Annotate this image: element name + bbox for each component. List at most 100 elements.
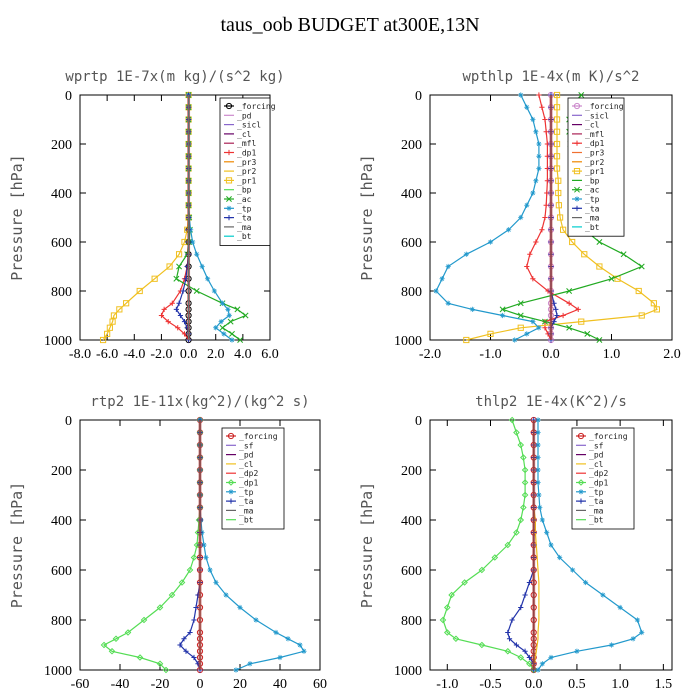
data-point [509,617,515,623]
legend-entry: _pr2 [237,167,256,176]
data-point [175,325,181,331]
y-tick-label: 0 [415,414,422,429]
legend-entry: _ma [239,506,254,515]
legend-marker [573,102,581,110]
data-point [99,336,107,344]
legend-entry: _dp1 [237,149,256,158]
data-point [227,318,234,325]
series-line [102,95,190,341]
data-point [469,306,475,312]
x-tick-label: -8.0 [69,347,91,362]
legend-marker [226,215,232,221]
series-dp1 [439,416,538,674]
data-point [169,300,175,306]
data-point [517,324,524,331]
data-point [553,91,561,99]
legend-entry: _tp [589,488,604,497]
data-point [234,306,241,313]
legend-entry: _forcing [585,102,624,111]
data-point [123,300,130,307]
data-point [190,554,198,561]
data-point [526,660,533,668]
panel-title: wprtp 1E-7x(m kg)/(s^2 kg) [65,69,284,85]
y-tick-label: 400 [401,514,422,529]
data-point [177,642,183,648]
y-tick-label: 1000 [44,664,72,679]
data-point [443,604,451,611]
y-tick-label: 0 [415,89,422,104]
legend-marker [228,489,234,495]
data-point [555,189,562,197]
x-tick-label: -20 [151,677,170,692]
data-point [499,306,506,313]
data-point [517,312,524,319]
y-tick-label: 600 [401,236,422,251]
series-pr1 [99,91,192,344]
data-point [600,592,606,598]
legend-marker [574,186,580,193]
data-point [504,647,512,655]
data-point [553,140,561,148]
data-point [539,227,545,233]
y-tick-label: 400 [401,187,422,202]
data-point [553,104,561,111]
data-point [136,287,143,295]
y-tick-label: 400 [51,187,72,202]
data-point [433,288,439,294]
x-tick-label: 4.0 [234,347,252,362]
legend-marker [227,432,235,440]
y-tick-label: 600 [51,236,72,251]
data-point [140,616,148,624]
data-point [535,417,541,423]
x-tick-label: 0.0 [180,347,198,362]
legend-entry: _bp [585,176,600,185]
data-point [124,629,132,636]
data-point [194,251,200,257]
panel-2: wpthlp 1E-4x(m K)/s^2 Pressure [hPa] -2.0 -… [358,69,681,362]
panel-title: wpthlp 1E-4x(m K)/s^2 [462,69,639,85]
legend-entry: _bt [589,516,604,525]
data-point [582,579,589,586]
data-point [542,214,548,221]
data-point [553,116,561,123]
y-axis-label: Pressure [hPa] [358,154,376,280]
panel-4: thlp2 1E-4x(K^2)/s Pressure [hPa] -1.0 -0.5… [358,394,673,692]
y-tick-label: 400 [51,514,72,529]
data-point [178,579,186,586]
y-tick-label: 600 [401,564,422,579]
data-point [201,542,207,548]
data-point [237,604,243,611]
data-point [297,642,303,648]
data-point [203,554,209,561]
data-point [521,479,529,486]
data-point [181,319,188,325]
data-point [653,306,660,313]
data-point [553,306,559,312]
legend-entry: _pd [239,451,254,460]
legend-marker [226,205,232,211]
data-point [536,492,542,498]
data-point [608,275,615,282]
data-point [229,337,235,343]
x-tick-label: 1.0 [603,347,621,362]
data-point [513,529,520,536]
x-tick-label: 6.0 [261,347,279,362]
legend-marker [227,479,235,486]
y-tick-label: 800 [401,614,422,629]
legend-entry: _sicl [237,121,261,130]
data-point [584,330,591,337]
legend-entry: _ta [239,497,254,506]
data-point [162,666,170,674]
data-point [213,325,219,331]
series-pr1 [463,91,660,344]
data-point [566,324,573,331]
data-point [521,491,529,499]
data-point [518,214,524,221]
x-tick-label: 40 [273,677,287,692]
data-point [237,337,244,343]
legend-entry: _cl [589,460,604,469]
data-point [570,567,576,573]
data-point [581,251,588,258]
data-point [535,454,541,461]
data-point [548,654,554,661]
